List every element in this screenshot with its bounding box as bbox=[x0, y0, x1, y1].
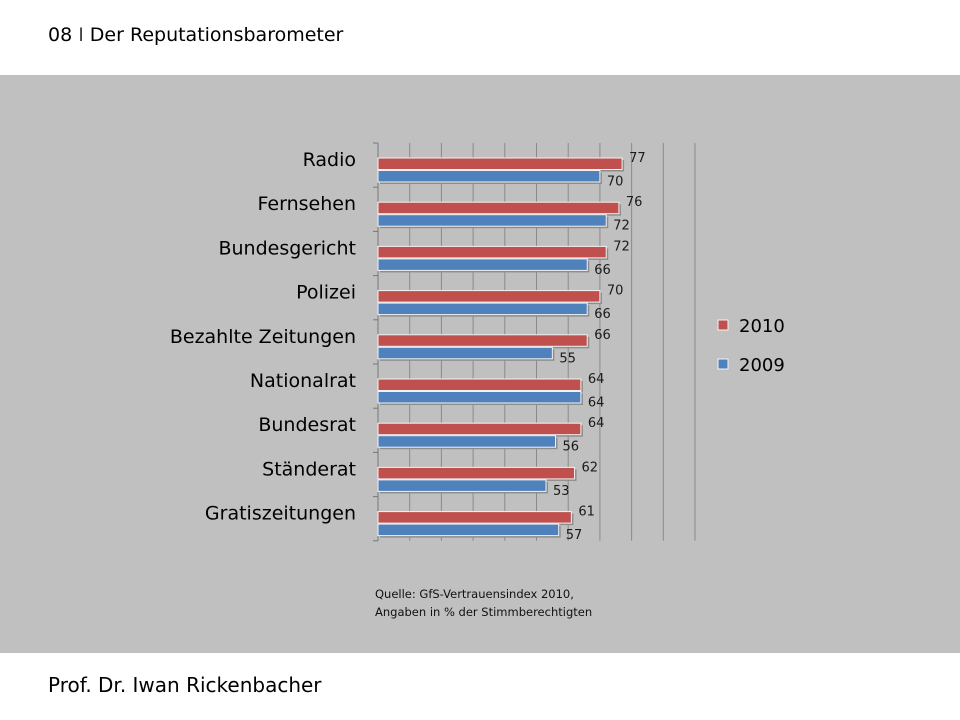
bar-2009 bbox=[377, 170, 601, 183]
category-label: Fernsehen bbox=[258, 193, 356, 215]
category-label: Bezahlte Zeitungen bbox=[170, 326, 356, 348]
data-label-2010: 61 bbox=[578, 505, 595, 520]
bar-2010 bbox=[377, 201, 620, 215]
data-label-2009: 66 bbox=[594, 307, 611, 322]
data-label-2009: 56 bbox=[563, 440, 580, 455]
category-label: Nationalrat bbox=[250, 370, 356, 392]
bar-2009 bbox=[377, 523, 560, 537]
data-label-2009: 64 bbox=[588, 396, 605, 411]
category-label: Bundesgericht bbox=[218, 237, 356, 259]
legend-label-2009: 2009 bbox=[739, 355, 785, 376]
source-line-1: Quelle: GfS-Vertrauensindex 2010, bbox=[375, 587, 574, 601]
bar-2010 bbox=[377, 378, 582, 391]
data-label-2010: 72 bbox=[613, 239, 630, 254]
bar-2009 bbox=[377, 346, 553, 360]
data-label-2009: 66 bbox=[594, 263, 611, 278]
bar-2010 bbox=[377, 245, 607, 259]
category-label: Polizei bbox=[296, 282, 356, 304]
data-label-2009: 70 bbox=[607, 175, 624, 190]
chart-panel: Radio 77 70 Fernsehen 76 72 Bundesgericht 72 66 P… bbox=[0, 75, 960, 653]
bar-2010 bbox=[377, 466, 576, 480]
data-label-2010: 62 bbox=[582, 460, 599, 475]
slide-title: Der Reputationsbarometer bbox=[89, 24, 344, 46]
data-label-2009: 57 bbox=[566, 528, 583, 543]
header-separator: I bbox=[78, 24, 84, 46]
legend-swatch-2010 bbox=[717, 319, 729, 331]
data-label-2009: 53 bbox=[553, 484, 570, 499]
source-note: Quelle: GfS-Vertrauensindex 2010, Angabe… bbox=[375, 585, 592, 621]
slide-number: 08 bbox=[48, 24, 73, 46]
data-label-2010: 76 bbox=[626, 195, 643, 210]
legend-swatch-2009 bbox=[717, 358, 729, 370]
slide-header: 08 I Der Reputationsbarometer bbox=[48, 24, 343, 46]
bar-2010 bbox=[377, 157, 623, 170]
data-label-2010: 64 bbox=[588, 416, 605, 431]
data-label-2009: 55 bbox=[559, 351, 576, 366]
category-label: Gratiszeitungen bbox=[205, 503, 356, 525]
data-label-2010: 64 bbox=[588, 372, 605, 387]
bar-2009 bbox=[377, 391, 582, 404]
footer-author: Prof. Dr. Iwan Rickenbacher bbox=[48, 673, 322, 697]
bar-2009 bbox=[377, 479, 547, 492]
bar-2009 bbox=[377, 214, 607, 227]
bar-2010 bbox=[377, 334, 588, 347]
bar-2010 bbox=[377, 422, 582, 436]
category-label: Bundesrat bbox=[258, 414, 356, 436]
bar-2009 bbox=[377, 258, 588, 271]
data-label-2010: 66 bbox=[594, 328, 611, 343]
category-label: Ständerat bbox=[262, 458, 356, 480]
legend-label-2010: 2010 bbox=[739, 316, 785, 337]
category-label: Radio bbox=[303, 149, 356, 171]
data-label-2010: 77 bbox=[629, 151, 646, 166]
data-label-2010: 70 bbox=[607, 284, 624, 299]
bar-2009 bbox=[377, 302, 588, 316]
bar-2010 bbox=[377, 290, 601, 303]
bar-2010 bbox=[377, 511, 572, 524]
bar-2009 bbox=[377, 435, 557, 448]
source-line-2: Angaben in % der Stimmberechtigten bbox=[375, 605, 593, 619]
data-label-2009: 72 bbox=[613, 219, 630, 234]
